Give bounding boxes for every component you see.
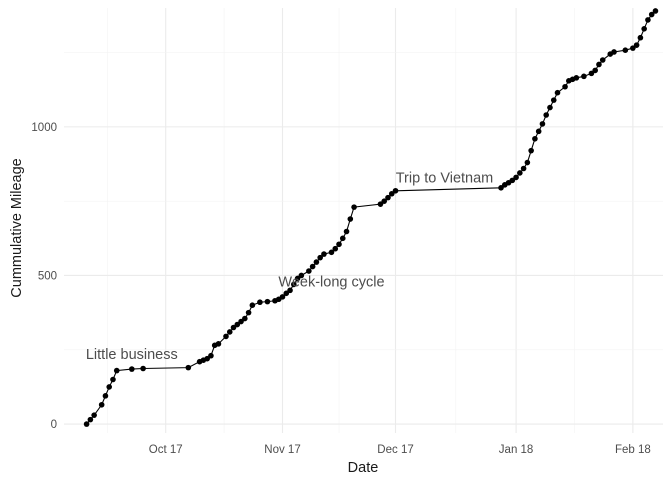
y-axis-title: Cummulative Mileage (9, 158, 25, 297)
data-point (287, 287, 293, 294)
annotation-label: Little business (86, 347, 178, 363)
data-point (336, 241, 342, 248)
data-point (87, 416, 94, 423)
data-point (110, 376, 116, 383)
data-point (91, 412, 97, 418)
tick-layer: Oct 17 Nov 17 Dec 17 Jan 18 Feb 18 0 500 1000 (31, 122, 650, 456)
data-point (113, 367, 120, 374)
data-point (185, 364, 192, 371)
data-point (306, 268, 312, 274)
data-point (106, 384, 113, 390)
data-point (633, 42, 640, 48)
data-point (517, 170, 523, 176)
data-point (294, 275, 301, 282)
data-point (347, 216, 354, 222)
annotation-label: Week-long cycle (278, 274, 384, 290)
data-point (388, 190, 395, 197)
point-layer (83, 8, 659, 427)
data-point (513, 174, 519, 181)
data-point (343, 228, 350, 235)
data-point (98, 401, 105, 408)
data-point (562, 83, 568, 90)
data-point (611, 49, 617, 55)
y-tick-label: 0 (51, 419, 57, 431)
x-axis-title: Date (348, 460, 379, 476)
data-point (641, 26, 647, 32)
data-point (313, 259, 320, 265)
data-point (317, 254, 323, 261)
data-point (385, 194, 391, 201)
data-point (554, 89, 561, 96)
data-point (648, 11, 655, 18)
data-point (226, 329, 233, 335)
data-point (630, 45, 636, 51)
annotation-layer: Little business Week-long cycle Trip to Vi… (86, 170, 493, 363)
data-point (573, 75, 580, 81)
data-point (257, 299, 263, 306)
x-tick-label: Dec 17 (377, 444, 413, 456)
data-point (520, 165, 527, 172)
x-tick-label: Oct 17 (149, 444, 183, 456)
data-point (264, 298, 271, 305)
data-point (223, 333, 229, 340)
data-point (351, 204, 357, 210)
annotation-label: Trip to Vietnam (396, 170, 494, 186)
data-point (140, 365, 146, 372)
data-point (377, 201, 384, 207)
data-point (550, 97, 557, 103)
data-point (547, 104, 553, 111)
data-point (249, 302, 256, 309)
data-point (392, 187, 399, 194)
data-point (498, 185, 504, 191)
data-point (204, 355, 210, 362)
data-point (539, 121, 546, 127)
data-point (245, 309, 252, 316)
data-point (309, 263, 316, 270)
data-point (234, 321, 241, 328)
data-point (83, 421, 90, 427)
data-point (339, 235, 346, 242)
data-point (279, 294, 286, 300)
data-point (645, 17, 651, 23)
data-point (509, 177, 516, 184)
data-point (230, 324, 237, 331)
y-tick-label: 500 (38, 270, 57, 282)
y-tick-label: 1000 (31, 122, 57, 134)
data-point (622, 47, 629, 54)
data-point (528, 147, 534, 154)
data-point (535, 128, 542, 135)
data-point (599, 57, 606, 63)
data-point (652, 8, 659, 14)
data-point (543, 112, 550, 118)
data-point (581, 73, 587, 80)
data-point (321, 251, 327, 257)
x-tick-label: Feb 18 (615, 444, 651, 456)
data-point (291, 281, 297, 288)
data-point (596, 61, 602, 68)
data-point (381, 198, 388, 204)
data-point (208, 352, 214, 359)
data-point (592, 67, 598, 74)
x-tick-label: Jan 18 (499, 444, 534, 456)
data-point (298, 272, 305, 279)
data-point (524, 159, 531, 166)
data-point (215, 341, 222, 347)
data-point (129, 366, 135, 372)
data-point (532, 135, 538, 142)
data-point (328, 249, 335, 256)
data-point (588, 70, 595, 77)
data-point (238, 318, 244, 325)
data-point (102, 393, 109, 399)
x-tick-label: Nov 17 (264, 444, 300, 456)
data-point (332, 245, 339, 252)
data-point (242, 315, 248, 322)
grid-layer (64, 8, 663, 433)
data-point (637, 34, 644, 41)
data-point (283, 290, 290, 297)
